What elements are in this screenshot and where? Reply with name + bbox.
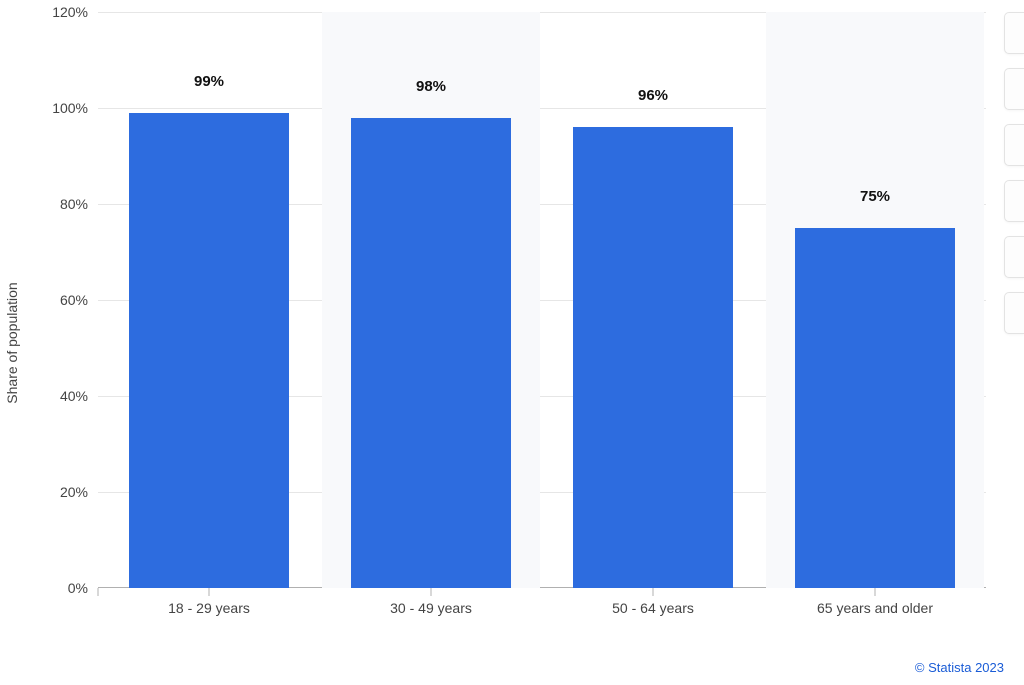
bar-value-label: 99% xyxy=(194,73,224,90)
y-axis-title: Share of population xyxy=(4,282,20,403)
side-toolbar-button[interactable] xyxy=(1004,236,1024,278)
side-toolbar-button[interactable] xyxy=(1004,292,1024,334)
y-tick-label: 40% xyxy=(60,388,98,404)
bar[interactable] xyxy=(573,127,733,588)
bar-value-label: 96% xyxy=(638,87,668,104)
x-tick-mark xyxy=(98,588,99,596)
x-tick-label: 50 - 64 years xyxy=(612,588,694,616)
side-toolbar-button[interactable] xyxy=(1004,180,1024,222)
bar[interactable] xyxy=(129,113,289,588)
y-tick-label: 100% xyxy=(52,100,98,116)
plot-area: 0%20%40%60%80%100%120%99%18 - 29 years98… xyxy=(98,12,986,588)
y-tick-label: 60% xyxy=(60,292,98,308)
attribution-link[interactable]: © Statista 2023 xyxy=(915,660,1004,675)
bar[interactable] xyxy=(351,118,511,588)
side-toolbar xyxy=(1004,12,1024,334)
bar-value-label: 75% xyxy=(860,188,890,205)
x-tick-label: 65 years and older xyxy=(817,588,933,616)
y-tick-label: 120% xyxy=(52,4,98,20)
chart-container: Share of population 0%20%40%60%80%100%12… xyxy=(0,0,1024,685)
y-tick-label: 20% xyxy=(60,484,98,500)
y-tick-label: 0% xyxy=(68,580,98,596)
x-tick-label: 30 - 49 years xyxy=(390,588,472,616)
x-tick-label: 18 - 29 years xyxy=(168,588,250,616)
side-toolbar-button[interactable] xyxy=(1004,12,1024,54)
y-tick-label: 80% xyxy=(60,196,98,212)
bar[interactable] xyxy=(795,228,955,588)
side-toolbar-button[interactable] xyxy=(1004,124,1024,166)
side-toolbar-button[interactable] xyxy=(1004,68,1024,110)
bar-value-label: 98% xyxy=(416,78,446,95)
